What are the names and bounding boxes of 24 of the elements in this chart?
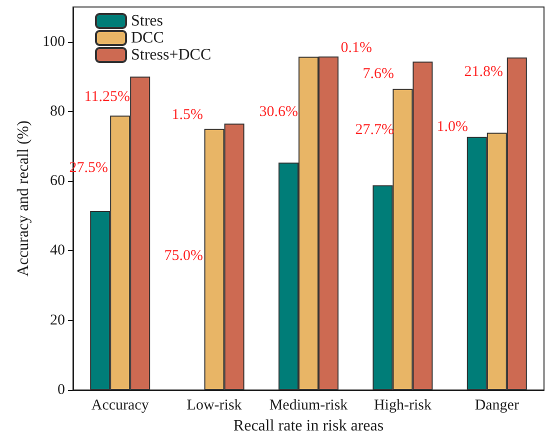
- annotation: 11.25%: [84, 89, 130, 105]
- y-tick-label: 100: [42, 34, 65, 50]
- y-tick-label: 80: [50, 103, 65, 120]
- y-axis-title: Accuracy and recall (%): [15, 120, 32, 276]
- x-tick-label: Accuracy: [91, 398, 150, 414]
- annotation: 0.1%: [340, 40, 372, 56]
- annotation: 1.0%: [436, 119, 468, 135]
- annotation: 21.8%: [464, 64, 503, 80]
- annotation: 75.0%: [164, 248, 203, 264]
- legend-label: Stres: [131, 12, 163, 30]
- y-tick-label: 60: [50, 173, 65, 190]
- x-tick-label: Medium-risk: [269, 398, 348, 414]
- x-tick-label: Low-risk: [186, 398, 242, 414]
- annotation: 30.6%: [259, 104, 298, 120]
- y-tick-label: 20: [50, 312, 65, 328]
- x-tick-label: High-risk: [374, 398, 432, 414]
- annotation: 7.6%: [362, 66, 394, 82]
- x-tick-label: Danger: [474, 398, 519, 414]
- legend-label: Stress+DCC: [131, 46, 212, 64]
- y-tick-label: 0: [58, 382, 65, 398]
- x-axis-title: Recall rate in risk areas: [233, 417, 384, 434]
- y-tick-label: 40: [50, 242, 65, 259]
- legend-label: DCC: [131, 30, 164, 46]
- annotation: 1.5%: [172, 107, 203, 123]
